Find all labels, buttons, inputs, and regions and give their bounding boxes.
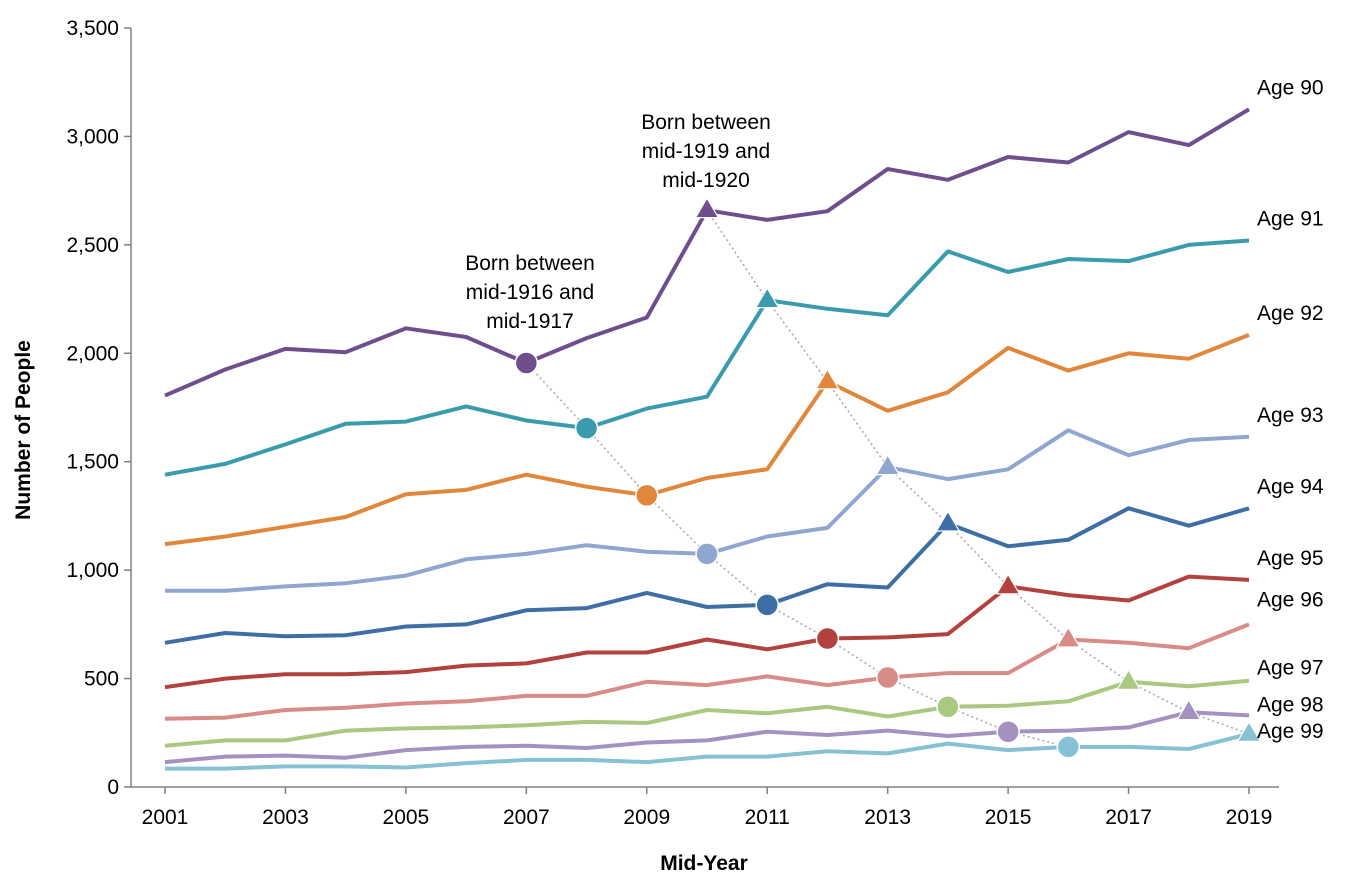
triangle-marker <box>1236 720 1262 742</box>
y-tick-label: 500 <box>84 668 119 691</box>
x-tick-label: 2011 <box>745 806 790 829</box>
triangle-marker <box>995 573 1021 595</box>
y-tick-label: 1,500 <box>66 451 119 474</box>
y-ticks: 0 500 1,000 1,500 2,000 2,500 3,000 3,500 <box>66 17 131 799</box>
circle-marker <box>936 695 960 719</box>
series-line-age-93 <box>165 428 1250 593</box>
markers <box>514 197 1262 759</box>
series-line-age-98 <box>164 710 1250 765</box>
series-label-age-97: Age 97 <box>1257 657 1324 680</box>
y-axis-title: Number of People <box>12 340 35 520</box>
x-tick-label: 2001 <box>142 806 189 829</box>
circle-marker <box>635 483 659 508</box>
series-label-age-96: Age 96 <box>1257 588 1324 611</box>
y-tick-label: 0 <box>107 776 119 799</box>
series-line-age-95 <box>164 574 1250 690</box>
circle-marker <box>875 665 900 690</box>
series-line-age-97 <box>164 678 1250 748</box>
series-line-age-91 <box>164 238 1250 477</box>
series-label-age-95: Age 95 <box>1257 547 1324 570</box>
x-tick-label: 2013 <box>864 806 911 829</box>
x-tick-label: 2003 <box>262 806 309 829</box>
y-tick-label: 3,000 <box>66 125 119 148</box>
series-label-age-94: Age 94 <box>1257 475 1324 498</box>
cohort-circle-line <box>525 362 1069 748</box>
triangle-marker <box>814 368 840 390</box>
series-label-age-93: Age 93 <box>1257 404 1324 427</box>
triangle-marker <box>694 197 720 219</box>
triangle-marker <box>1176 699 1202 721</box>
series-label-age-99: Age 99 <box>1257 720 1324 743</box>
circle-marker <box>815 626 840 651</box>
circle-marker <box>1056 735 1081 759</box>
triangle-marker <box>875 453 901 476</box>
series-labels: Age 90 Age 91 Age 92 Age 93 Age 94 Age 95 Age … <box>1257 76 1324 743</box>
series-line-age-94 <box>164 506 1250 645</box>
triangle-marker <box>1055 626 1081 648</box>
y-tick-label: 3,500 <box>66 17 119 40</box>
series-label-age-90: Age 90 <box>1257 76 1324 99</box>
circle-marker <box>695 542 719 566</box>
triangle-marker <box>1116 668 1142 690</box>
series-line-age-92 <box>164 333 1250 547</box>
series-label-age-91: Age 91 <box>1257 208 1324 231</box>
annotation-line: Born between <box>641 111 771 134</box>
triangle-marker <box>754 287 780 309</box>
cohort-triangle-line <box>706 209 1250 735</box>
x-axis-title: Mid-Year <box>660 852 748 874</box>
x-ticks: 2001 2003 2005 2007 2009 2011 2013 2015 2017 2019 <box>142 787 1273 829</box>
circle-marker <box>514 351 539 375</box>
annotation-line: mid-1920 <box>662 169 750 192</box>
x-tick-label: 2009 <box>623 806 670 829</box>
cohort-lines <box>525 209 1250 748</box>
circle-marker <box>755 593 779 617</box>
x-tick-label: 2019 <box>1226 806 1273 829</box>
circle-marker <box>574 416 599 440</box>
axes <box>130 28 1279 788</box>
x-tick-label: 2007 <box>503 806 550 829</box>
triangle-marker <box>935 510 961 532</box>
series-label-age-92: Age 92 <box>1257 302 1324 325</box>
x-tick-label: 2017 <box>1105 806 1152 829</box>
y-tick-label: 2,500 <box>66 234 119 257</box>
x-tick-label: 2015 <box>985 806 1032 829</box>
y-tick-label: 2,000 <box>66 342 119 365</box>
annotation-line: Born between <box>465 252 595 275</box>
x-tick-label: 2005 <box>383 806 430 829</box>
annotation-line: mid-1916 and <box>466 281 594 304</box>
annotation-line: mid-1919 and <box>642 140 770 163</box>
series-label-age-98: Age 98 <box>1257 693 1324 716</box>
annotation-line: mid-1917 <box>486 310 574 333</box>
circle-marker <box>996 719 1020 744</box>
y-tick-label: 1,000 <box>66 559 119 582</box>
annotations: Born between mid-1916 and mid-1917 Born bet… <box>465 111 771 333</box>
